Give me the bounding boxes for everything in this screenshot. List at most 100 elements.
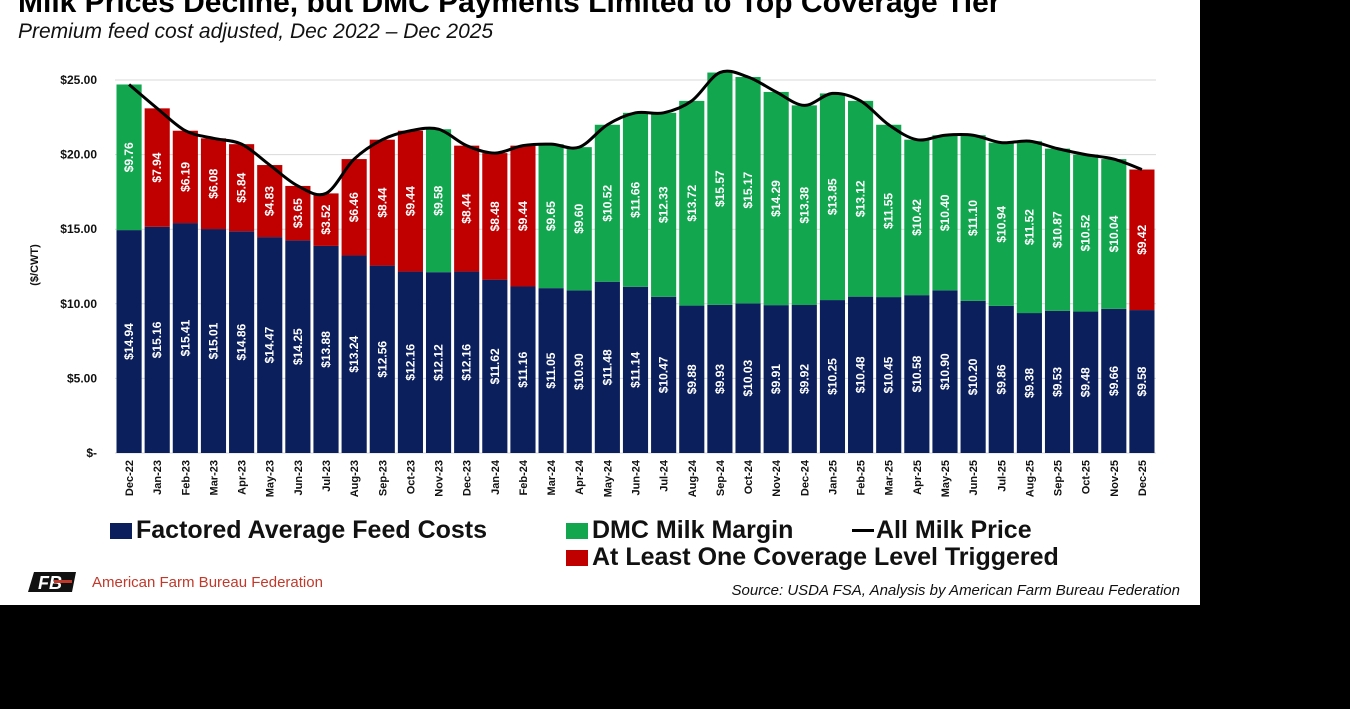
data-label-margin: $10.40 (938, 194, 952, 231)
bar-margin-triggered (397, 130, 423, 272)
data-label-feed: $9.91 (769, 364, 783, 394)
bar-margin (425, 129, 452, 273)
data-label-feed: $9.38 (1022, 368, 1036, 398)
legend-swatch-triggered (566, 549, 588, 566)
fb-logo-icon: FB (28, 572, 76, 593)
data-label-feed: $12.56 (375, 341, 389, 378)
bar-margin (594, 124, 620, 282)
data-label-feed: $9.66 (1107, 366, 1121, 396)
bar-feed-cost (932, 290, 958, 453)
bar-feed-cost (876, 297, 902, 453)
bar-margin (651, 112, 677, 297)
bar-feed-cost (651, 296, 677, 453)
data-label-feed: $11.62 (488, 348, 502, 384)
legend-label-margin: DMC Milk Margin (592, 516, 794, 544)
data-label-feed: $10.58 (910, 355, 924, 392)
bar-feed-cost (1129, 310, 1155, 453)
data-label-feed: $12.16 (460, 344, 474, 381)
x-tick-label: Aug-24 (687, 459, 699, 497)
bar-feed-cost (707, 304, 733, 453)
data-label-margin: $8.48 (488, 201, 502, 231)
bar-feed-cost (988, 305, 1014, 453)
bar-margin-triggered (200, 138, 227, 230)
bar-feed-cost (848, 296, 874, 453)
bar-feed-cost (200, 229, 227, 453)
legend-label-triggered: At Least One Coverage Level Triggered (592, 543, 1059, 571)
data-label-margin: $6.08 (206, 168, 220, 198)
x-tick-label: May-25 (940, 460, 952, 497)
bar-margin (566, 147, 592, 291)
x-tick-label: Feb-23 (180, 460, 192, 495)
x-tick-label: Dec-24 (799, 459, 811, 496)
data-label-margin: $10.87 (1051, 211, 1065, 248)
bar-margin-triggered (369, 139, 395, 266)
bar-feed-cost (1044, 310, 1071, 453)
bar-margin (904, 139, 930, 296)
legend-label-feed: Factored Average Feed Costs (136, 516, 488, 544)
data-label-feed: $11.05 (544, 352, 558, 388)
bar-margin (763, 91, 789, 306)
bar-margin (1016, 141, 1042, 314)
bar-feed-cost (735, 303, 761, 453)
bar-margin (932, 135, 958, 291)
data-label-feed: $10.45 (882, 356, 896, 393)
x-tick-label: Aug-25 (1024, 460, 1036, 497)
x-tick-label: Apr-24 (574, 459, 586, 495)
x-tick-label: Nov-24 (771, 459, 783, 497)
x-tick-label: Oct-24 (743, 459, 755, 494)
data-label-margin: $13.85 (825, 178, 839, 215)
x-tick-label: Nov-25 (1109, 460, 1121, 497)
legend-swatch-line (852, 529, 874, 532)
legend-margin: DMC Milk Margin (566, 516, 793, 545)
data-label-margin: $4.83 (263, 186, 277, 216)
data-label-margin: $8.44 (375, 187, 389, 217)
data-label-feed: $10.20 (966, 358, 980, 395)
chart-subtitle: Premium feed cost adjusted, Dec 2022 – D… (18, 20, 494, 43)
data-label-feed: $12.16 (403, 344, 417, 381)
data-label-feed: $15.01 (206, 322, 220, 359)
data-label-feed: $14.86 (235, 323, 249, 360)
data-label-margin: $11.66 (629, 181, 643, 217)
legend-swatch-margin (566, 522, 588, 539)
bar-margin-triggered (454, 145, 480, 272)
x-tick-label: Apr-25 (912, 460, 924, 495)
bar-margin (988, 142, 1014, 306)
data-label-feed: $10.25 (825, 358, 839, 395)
data-label-margin: $9.60 (572, 203, 586, 233)
x-tick-label: Dec-22 (124, 460, 136, 496)
bar-feed-cost (566, 290, 592, 453)
data-label-feed: $10.03 (741, 359, 755, 396)
data-label-feed: $11.48 (600, 349, 614, 385)
data-label-feed: $9.88 (685, 364, 699, 394)
data-label-feed: $10.48 (854, 356, 868, 393)
bar-margin (960, 135, 986, 301)
data-label-feed: $11.16 (516, 351, 530, 387)
chart-panel: Milk Prices Decline, but DMC Payments Li… (0, 0, 1200, 605)
bar-feed-cost (285, 240, 311, 453)
x-tick-label: Sep-25 (1053, 460, 1065, 496)
bar-feed-cost (116, 230, 142, 453)
svg-text:FB: FB (38, 573, 62, 593)
data-label-feed: $9.92 (797, 364, 811, 394)
bar-margin-triggered (313, 193, 339, 246)
y-tick-label: $15.00 (60, 222, 97, 236)
data-label-margin: $11.10 (966, 200, 980, 236)
x-tick-label: Jan-25 (827, 460, 839, 495)
bar-feed-cost (1101, 308, 1127, 453)
bar-margin (1073, 154, 1099, 312)
data-label-margin: $9.42 (1135, 224, 1149, 254)
bar-feed-cost (229, 231, 255, 453)
x-tick-label: Nov-23 (434, 460, 446, 497)
data-label-margin: $9.76 (122, 142, 136, 172)
data-label-feed: $14.25 (291, 328, 305, 365)
x-tick-label: Jul-25 (996, 460, 1008, 492)
bar-feed-cost (369, 265, 395, 453)
data-label-margin: $9.58 (432, 185, 446, 215)
bar-margin (1044, 148, 1071, 311)
data-label-feed: $15.16 (150, 321, 164, 358)
data-label-feed: $9.86 (994, 364, 1008, 394)
bar-feed-cost (538, 288, 564, 453)
data-label-feed: $11.14 (629, 352, 643, 388)
data-label-margin: $12.33 (657, 186, 671, 223)
bar-margin (819, 93, 846, 301)
